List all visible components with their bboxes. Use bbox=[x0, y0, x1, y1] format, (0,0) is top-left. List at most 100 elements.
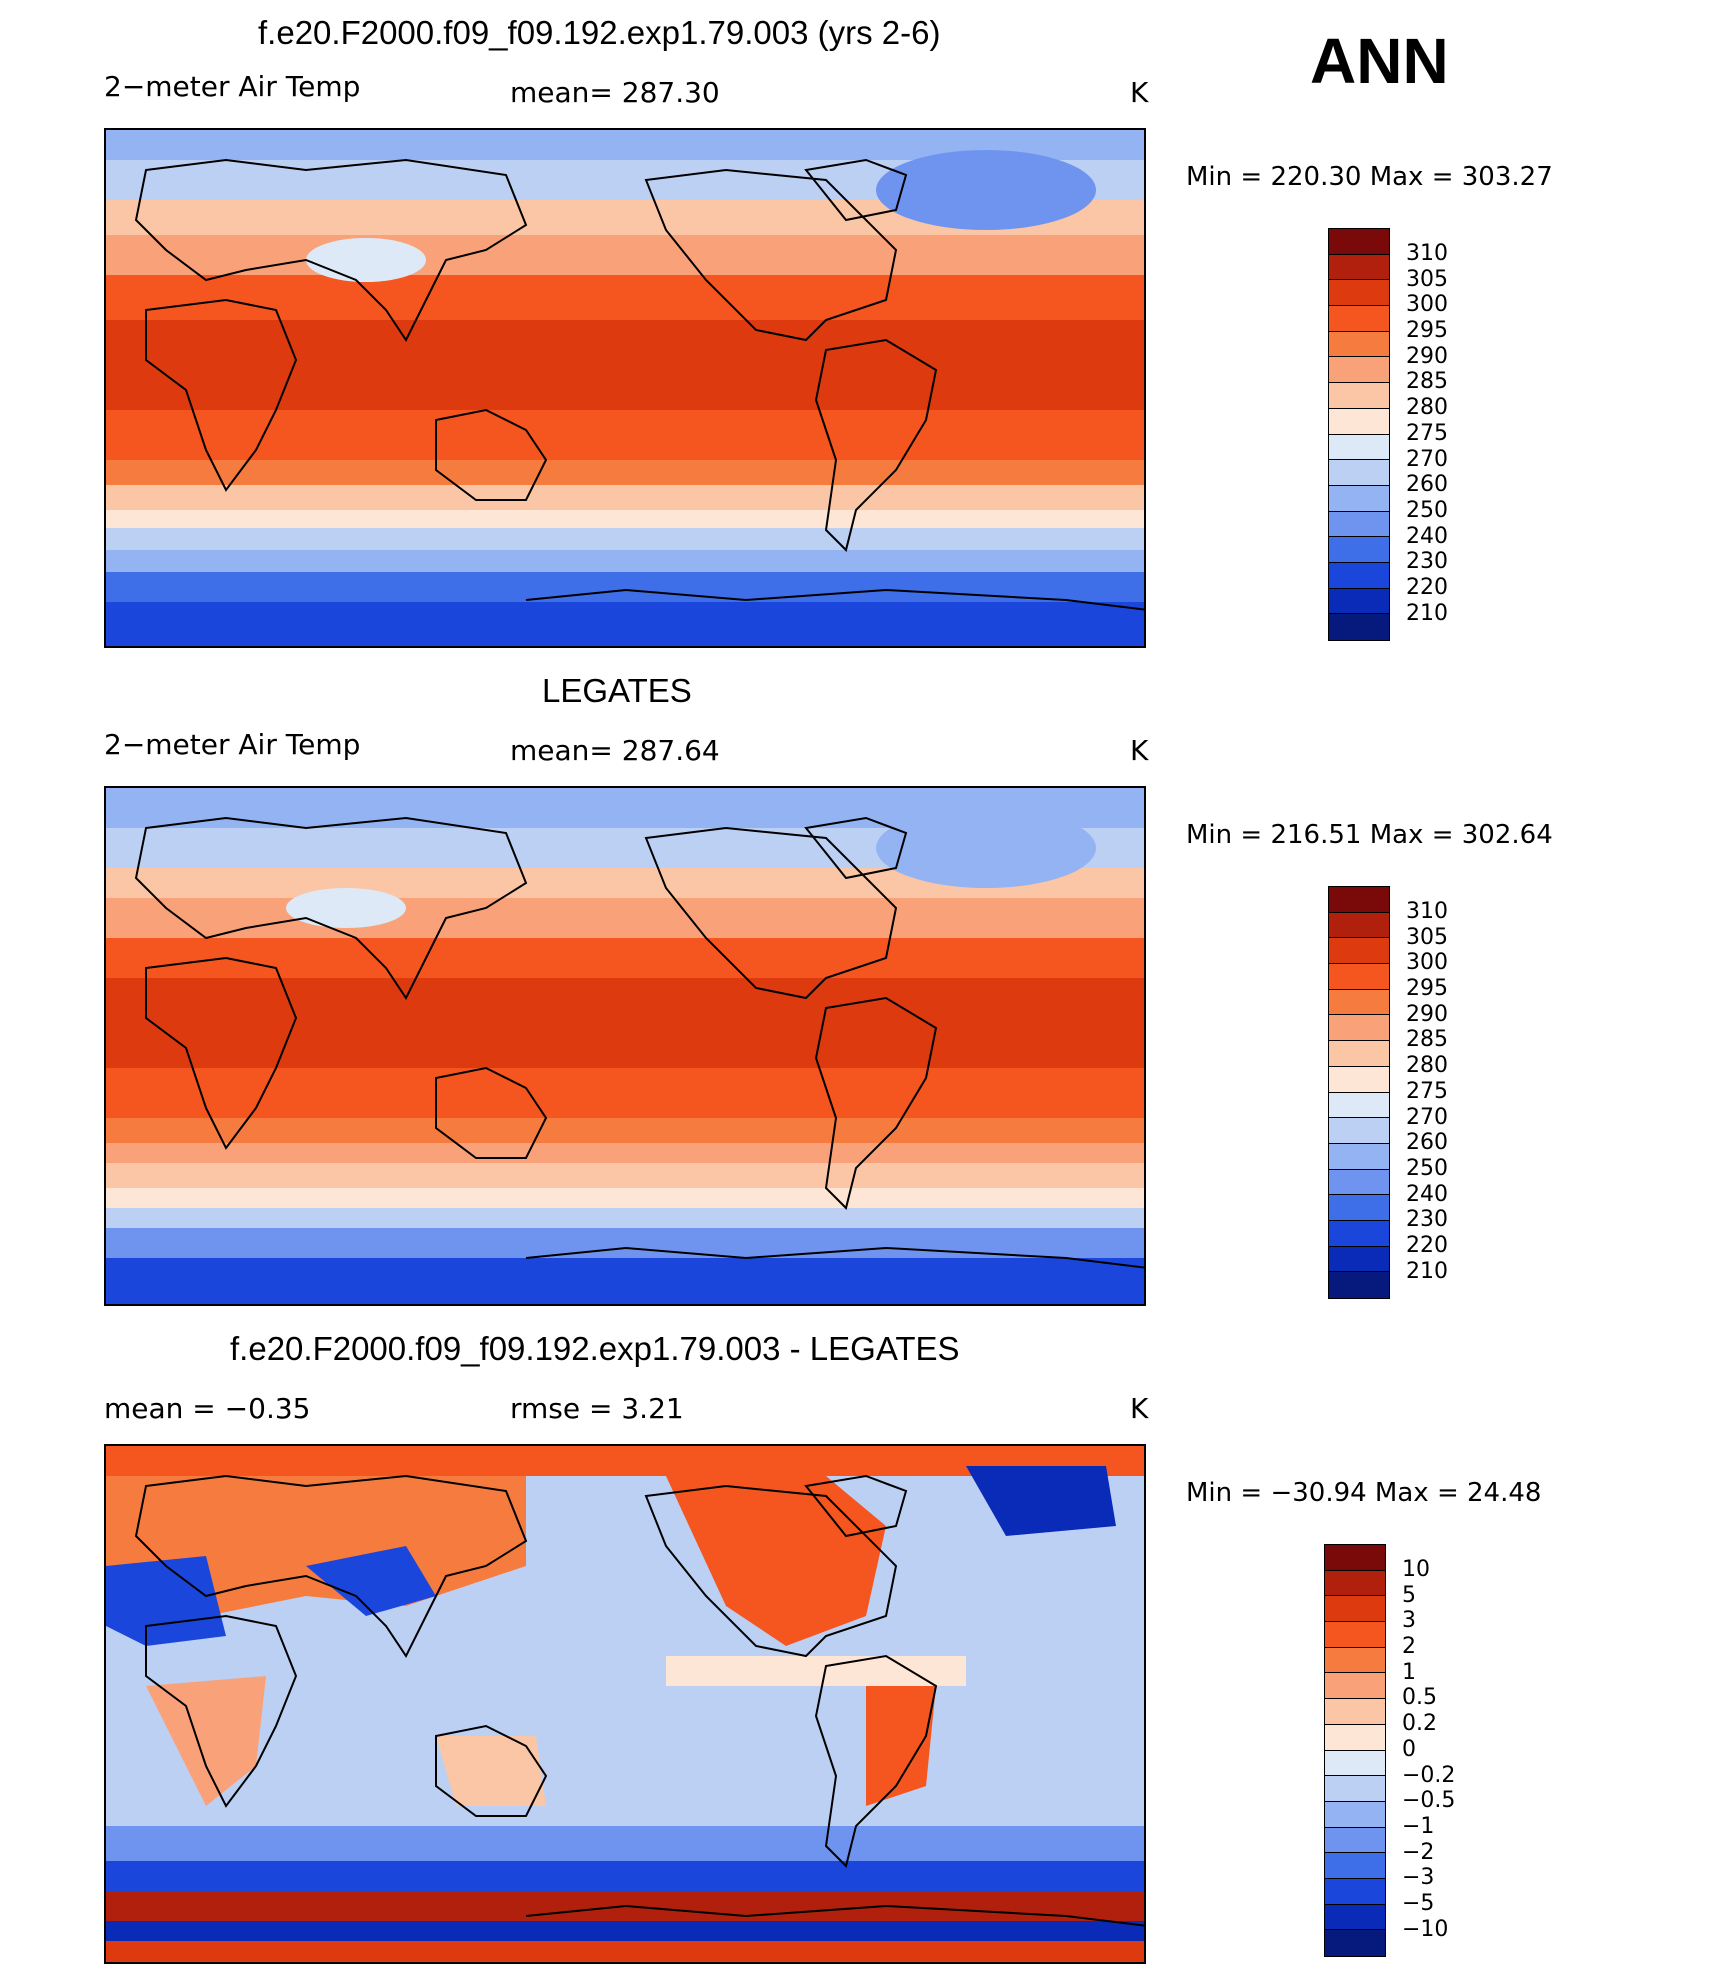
panel3-colorbar-tick-label: 0.2 bbox=[1402, 1711, 1437, 1737]
panel3-colorbar-tick-label: 2 bbox=[1402, 1634, 1416, 1660]
panel2-colorbar-tick-label: 280 bbox=[1406, 1053, 1448, 1079]
panel1-colorbar-tick-label: 250 bbox=[1406, 497, 1448, 523]
panel1-colorbar-swatch bbox=[1329, 562, 1389, 589]
panel3-colorbar-tick-label: −2 bbox=[1402, 1839, 1435, 1865]
panel1-colorbar-tick-label: 280 bbox=[1406, 395, 1448, 421]
panel3-colorbar-tick-label: −10 bbox=[1402, 1916, 1449, 1942]
panel2-colorbar-tick-label: 230 bbox=[1406, 1207, 1448, 1233]
panel3-colorbar-swatch bbox=[1325, 1570, 1385, 1597]
panel2-colorbar-swatch bbox=[1329, 887, 1389, 913]
panel3-colorbar-swatch bbox=[1325, 1545, 1385, 1571]
panel2-colorbar-tick-label: 285 bbox=[1406, 1027, 1448, 1053]
panel2-colorbar-swatch bbox=[1329, 938, 1389, 965]
panel3-colorbar-tick-label: 3 bbox=[1402, 1608, 1416, 1634]
panel2-units-label: K bbox=[1130, 734, 1149, 767]
panel3-mean-label: mean = −0.35 bbox=[104, 1392, 311, 1425]
panel2-colorbar-swatch bbox=[1329, 1118, 1389, 1144]
panel1-colorbar-swatch bbox=[1329, 485, 1389, 512]
panel1-variable-label: 2−meter Air Temp bbox=[104, 70, 361, 103]
panel1-colorbar-tick-label: 260 bbox=[1406, 472, 1448, 498]
panel2-map bbox=[104, 786, 1146, 1306]
panel1-colorbar-tick-label: 285 bbox=[1406, 369, 1448, 395]
panel3-map-field bbox=[106, 1446, 1144, 1962]
panel2-colorbar-tick-label: 250 bbox=[1406, 1155, 1448, 1181]
panel1-colorbar-tick-label: 230 bbox=[1406, 549, 1448, 575]
panel2-colorbar-tick-label: 295 bbox=[1406, 976, 1448, 1002]
panel3-colorbar-tick-label: −5 bbox=[1402, 1890, 1435, 1916]
panel2-colorbar-tick-label: 240 bbox=[1406, 1181, 1448, 1207]
panel3-colorbar-swatch bbox=[1325, 1827, 1385, 1854]
panel1-mean-label: mean= 287.30 bbox=[510, 76, 720, 109]
panel3-colorbar-tick-label: −3 bbox=[1402, 1865, 1435, 1891]
panel2-colorbar-swatch bbox=[1329, 1169, 1389, 1196]
panel2-colorbar-swatch bbox=[1329, 964, 1389, 990]
panel1-colorbar-swatch bbox=[1329, 280, 1389, 307]
panel3-colorbar-tick-label: 5 bbox=[1402, 1582, 1416, 1608]
panel3-colorbar-swatch bbox=[1325, 1750, 1385, 1777]
panel2-colorbar-swatch bbox=[1329, 912, 1389, 939]
panel1-colorbar: 310 305 300 295 290 285 280 275 270 260 250 240 230 2… bbox=[1328, 228, 1448, 641]
panel1-colorbar-tick-label: 290 bbox=[1406, 343, 1448, 369]
panel2-colorbar: 310 305 300 295 290 285 280 275 270 260 250 240 230 2… bbox=[1328, 886, 1448, 1299]
panel1-colorbar-tick-label: 210 bbox=[1406, 600, 1448, 626]
panel3-colorbar-swatch bbox=[1325, 1596, 1385, 1623]
panel3-colorbar-swatch bbox=[1325, 1930, 1385, 1956]
panel1-colorbar-swatch bbox=[1329, 408, 1389, 435]
panel2-minmax: Min = 216.51 Max = 302.64 bbox=[1186, 820, 1553, 850]
panel1-colorbar-tick-label: 310 bbox=[1406, 241, 1448, 266]
panel3-colorbar-swatch bbox=[1325, 1878, 1385, 1905]
panel1-colorbar-tick-label: 270 bbox=[1406, 446, 1448, 472]
panel3-rmse-label: rmse = 3.21 bbox=[510, 1392, 684, 1425]
panel2-colorbar-swatch bbox=[1329, 1195, 1389, 1221]
panel1-units-label: K bbox=[1130, 76, 1149, 109]
panel1-title: f.e20.F2000.f09_f09.192.exp1.79.003 (yrs… bbox=[258, 14, 941, 51]
panel2-colorbar-tick-label: 305 bbox=[1406, 924, 1448, 950]
panel1-colorbar-swatch bbox=[1329, 434, 1389, 461]
panel1-colorbar-tick-label: 305 bbox=[1406, 266, 1448, 292]
panel1-colorbar-tick-label: 275 bbox=[1406, 420, 1448, 446]
panel1-colorbar-swatch bbox=[1329, 511, 1389, 538]
panel1-colorbar-tick-label: 300 bbox=[1406, 292, 1448, 318]
panel2-colorbar-swatch bbox=[1329, 989, 1389, 1016]
panel3-colorbar-tick-label: 10 bbox=[1402, 1557, 1430, 1582]
panel3-colorbar-swatch bbox=[1325, 1776, 1385, 1802]
panel3-colorbar-tick-label: −0.5 bbox=[1402, 1788, 1456, 1814]
panel1-colorbar-swatch bbox=[1329, 614, 1389, 640]
panel1-colorbar-swatch bbox=[1329, 254, 1389, 281]
panel1-colorbar-tick-label: 295 bbox=[1406, 318, 1448, 344]
panel2-colorbar-swatch bbox=[1329, 1272, 1389, 1298]
panel2-colorbar-swatch bbox=[1329, 1143, 1389, 1170]
panel1-colorbar-swatch bbox=[1329, 306, 1389, 332]
panel2-colorbar-tick-label: 220 bbox=[1406, 1232, 1448, 1258]
panel2-title: LEGATES bbox=[542, 672, 692, 709]
panel1-map-field bbox=[106, 130, 1144, 646]
panel3-colorbar-swatch bbox=[1325, 1622, 1385, 1648]
panel2-colorbar-swatch bbox=[1329, 1066, 1389, 1093]
panel2-variable-label: 2−meter Air Temp bbox=[104, 728, 361, 761]
panel3-minmax: Min = −30.94 Max = 24.48 bbox=[1186, 1478, 1542, 1508]
panel1-minmax: Min = 220.30 Max = 303.27 bbox=[1186, 162, 1553, 192]
panel1-colorbar-swatch bbox=[1329, 537, 1389, 563]
panel3-map bbox=[104, 1444, 1146, 1964]
panel2-colorbar-tick-label: 275 bbox=[1406, 1078, 1448, 1104]
panel2-colorbar-tick-label: 260 bbox=[1406, 1130, 1448, 1156]
panel2-mean-label: mean= 287.64 bbox=[510, 734, 720, 767]
panel2-colorbar-swatch bbox=[1329, 1246, 1389, 1273]
panel3-colorbar-tick-label: 0.5 bbox=[1402, 1685, 1437, 1711]
panel2-colorbar-swatch bbox=[1329, 1041, 1389, 1067]
panel1-colorbar-swatch bbox=[1329, 383, 1389, 409]
panel1-map bbox=[104, 128, 1146, 648]
panel3-colorbar-swatch bbox=[1325, 1724, 1385, 1751]
panel3-colorbar-swatch bbox=[1325, 1853, 1385, 1879]
panel3-colorbar: 10 5 3 2 1 0.5 0.2 0 −0.2 −0.5 −1 −2 −3 −5 −10 bbox=[1324, 1544, 1455, 1957]
panel2-colorbar-tick-label: 300 bbox=[1406, 950, 1448, 976]
panel1-colorbar-swatch bbox=[1329, 357, 1389, 384]
panel1-colorbar-swatch bbox=[1329, 460, 1389, 486]
panel3-colorbar-swatch bbox=[1325, 1904, 1385, 1931]
panel1-colorbar-tick-label: 240 bbox=[1406, 523, 1448, 549]
panel3-colorbar-swatch bbox=[1325, 1699, 1385, 1725]
panel3-title: f.e20.F2000.f09_f09.192.exp1.79.003 - LE… bbox=[230, 1330, 960, 1367]
season-label: ANN bbox=[1310, 25, 1449, 97]
panel3-units-label: K bbox=[1130, 1392, 1149, 1425]
panel3-colorbar-swatch bbox=[1325, 1647, 1385, 1674]
